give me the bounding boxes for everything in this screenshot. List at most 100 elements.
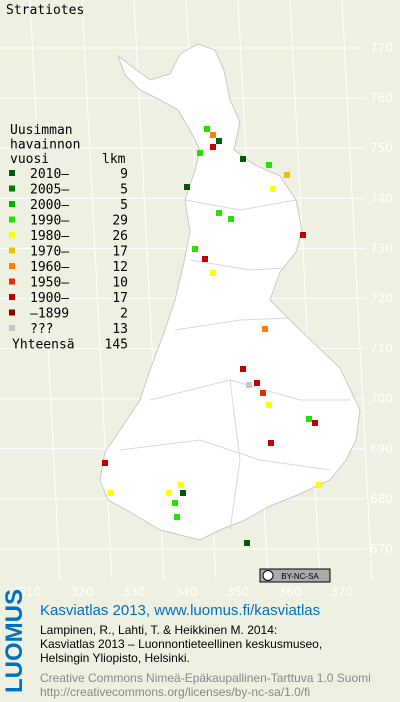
- license-line[interactable]: http://creativecommons.org/licenses/by-n…: [40, 685, 310, 699]
- record-square: [306, 416, 312, 422]
- record-square: [260, 390, 266, 396]
- legend-label: ???: [30, 322, 53, 337]
- grid-line: [341, 0, 373, 581]
- record-square: [254, 380, 260, 386]
- grid-label: 360: [279, 585, 302, 599]
- record-square: [166, 490, 172, 496]
- citation-line: Lampinen, R., Lahti, T. & Heikkinen M. 2…: [40, 623, 277, 637]
- legend-swatch: [9, 294, 15, 300]
- grid-label: 720: [370, 292, 393, 306]
- legend-label: 2005–: [30, 183, 69, 198]
- record-square: [172, 500, 178, 506]
- record-square: [300, 232, 306, 238]
- record-square: [312, 420, 318, 426]
- luomus-logo: LUOMUS: [1, 589, 28, 693]
- legend-heading: vuosi: [10, 152, 49, 167]
- grid-label: 730: [370, 241, 393, 255]
- record-square: [108, 490, 114, 496]
- legend-swatch: [9, 170, 15, 176]
- grid-label: 330: [123, 585, 146, 599]
- record-square: [316, 482, 322, 488]
- atlas-link[interactable]: Kasviatlas 2013, www.luomus.fi/kasviatla…: [40, 602, 320, 619]
- legend-label: 1990–: [30, 214, 69, 229]
- record-square: [240, 366, 246, 372]
- record-squares: [102, 126, 322, 546]
- record-square: [102, 460, 108, 466]
- record-square: [270, 186, 276, 192]
- legend-label: 1980–: [30, 229, 69, 244]
- record-square: [204, 126, 210, 132]
- record-square: [246, 382, 252, 388]
- record-square: [210, 270, 216, 276]
- legend-label: –1899: [30, 307, 69, 322]
- legend-swatch: [9, 325, 15, 331]
- record-square: [192, 246, 198, 252]
- legend-count-heading: lkm: [102, 152, 126, 167]
- citation-line: Kasviatlas 2013 – Luonnontieteellinen ke…: [40, 637, 322, 651]
- record-square: [228, 216, 234, 222]
- grid-label: 680: [370, 492, 393, 506]
- legend-swatch: [9, 201, 15, 207]
- cc-circle: [262, 570, 274, 581]
- grid-label: 710: [370, 342, 393, 356]
- legend-count: 5: [120, 198, 128, 213]
- legend-count: 5: [120, 183, 128, 198]
- record-square: [178, 482, 184, 488]
- grid-label: 750: [370, 141, 393, 155]
- legend-label: 1900–: [30, 291, 69, 306]
- badge-text: BY-NC-SA: [281, 572, 319, 581]
- legend-count: 29: [112, 214, 128, 229]
- citation-line: Helsingin Yliopisto, Helsinki.: [40, 651, 190, 665]
- grid-label: 770: [370, 41, 393, 55]
- record-square: [266, 402, 272, 408]
- legend-count: 2: [120, 307, 128, 322]
- record-square: [240, 156, 246, 162]
- record-square: [216, 138, 222, 144]
- grid-label: 690: [370, 442, 393, 456]
- legend-swatch: [9, 185, 15, 192]
- legend-swatch: [9, 247, 15, 254]
- legend-label: 1960–: [30, 260, 69, 275]
- record-square: [180, 490, 186, 496]
- record-square: [284, 172, 290, 178]
- legend-label: 2000–: [30, 198, 69, 213]
- legend-swatch: [9, 232, 15, 238]
- grid-label: 310: [19, 585, 42, 599]
- record-square: [268, 440, 274, 446]
- legend-count: 13: [112, 322, 128, 337]
- record-square: [216, 210, 222, 216]
- legend-count: 26: [112, 229, 128, 244]
- legend-label: 1970–: [30, 245, 69, 260]
- legend-swatch: [9, 309, 15, 316]
- legend-swatch: [9, 216, 15, 223]
- grid-label: 740: [370, 191, 393, 205]
- record-square: [262, 326, 268, 332]
- license-line: Creative Commons Nimeä-Epäkaupallinen-Ta…: [40, 671, 371, 685]
- record-square: [174, 514, 180, 520]
- grid-label: 670: [370, 542, 393, 556]
- legend-label: 2010–: [30, 167, 69, 182]
- record-square: [202, 256, 208, 262]
- grid-line: [29, 0, 61, 581]
- record-square: [184, 184, 190, 190]
- record-square: [197, 150, 203, 156]
- legend-label: 1950–: [30, 276, 69, 291]
- legend-total-label: Yhteensä: [12, 338, 75, 353]
- grid-label: 340: [175, 585, 198, 599]
- record-square: [210, 132, 216, 138]
- record-square: [266, 162, 272, 168]
- grid-label: 320: [71, 585, 94, 599]
- legend-swatch: [9, 263, 15, 269]
- species-title: Stratiotes: [6, 3, 84, 18]
- legend-swatch: [9, 278, 15, 285]
- legend-count: 9: [120, 167, 128, 182]
- record-square: [244, 540, 250, 546]
- legend-count: 12: [112, 260, 128, 275]
- legend-heading: Uusimman: [10, 123, 73, 138]
- legend-count: 10: [112, 276, 128, 291]
- grid-label: 760: [370, 91, 393, 105]
- grid-label: 700: [370, 392, 393, 406]
